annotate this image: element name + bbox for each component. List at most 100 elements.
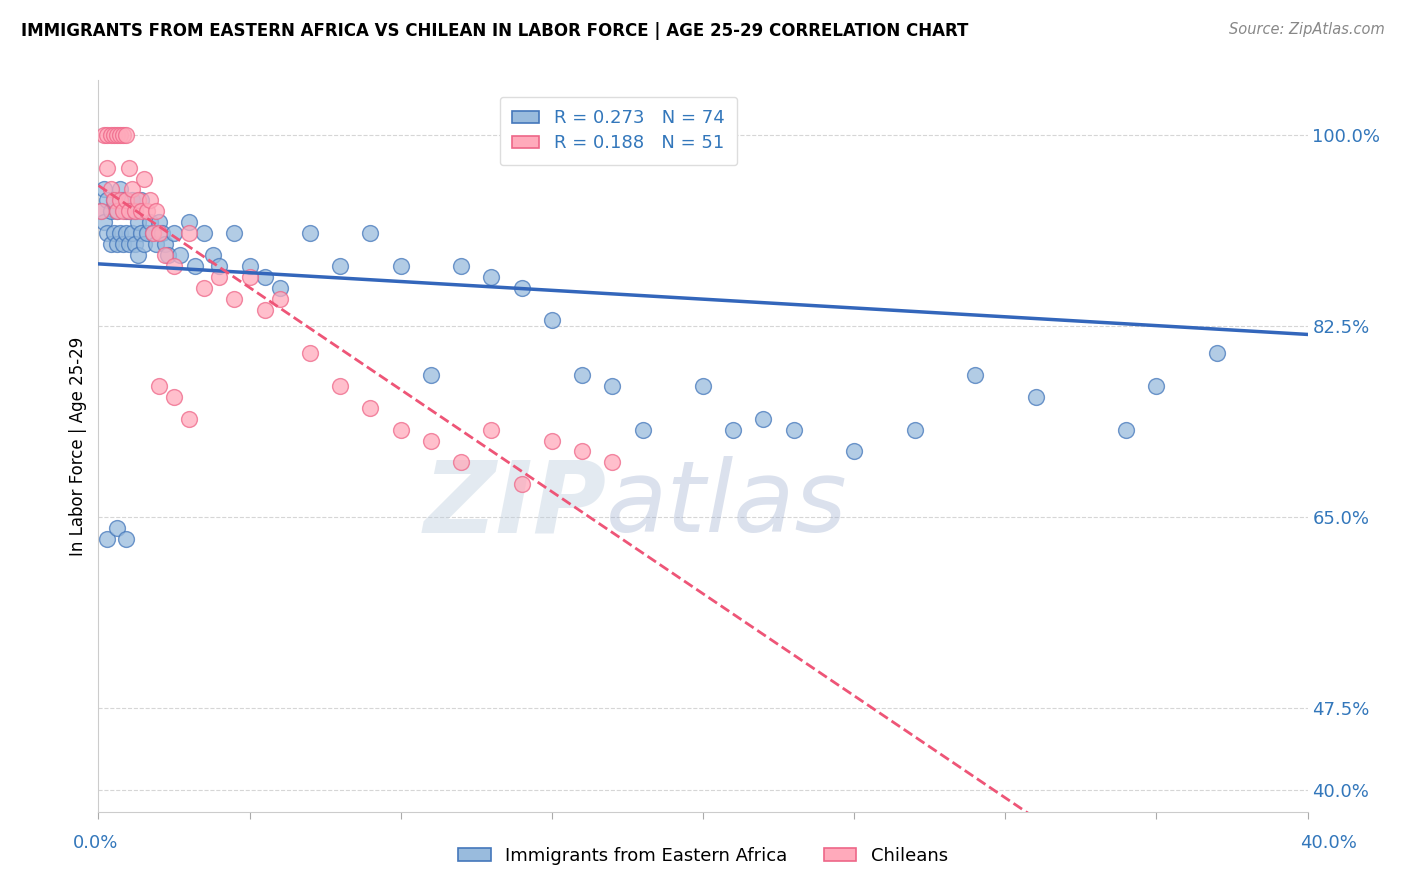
Point (540, 313, 562, 327)
Point (127, 215, 149, 229)
Point (96, 161, 118, 175)
Point (114, 194, 136, 208)
Point (844, 444, 866, 458)
Point (631, 423, 654, 437)
Point (118, 237, 141, 252)
Point (105, 521, 128, 535)
Point (103, 128, 125, 142)
Point (163, 259, 186, 273)
Point (124, 237, 146, 252)
Point (124, 204, 146, 219)
Point (193, 226, 215, 240)
Point (129, 204, 152, 219)
Text: 40.0%: 40.0% (1301, 834, 1357, 852)
Point (142, 226, 165, 240)
Point (239, 269, 262, 284)
Point (142, 226, 165, 240)
Point (153, 237, 176, 252)
Point (135, 226, 157, 240)
Point (163, 390, 186, 404)
Point (127, 248, 149, 262)
Point (450, 259, 472, 273)
Point (114, 204, 136, 219)
Point (105, 204, 128, 219)
Point (118, 161, 141, 175)
Point (571, 444, 593, 458)
Point (299, 346, 322, 360)
Point (253, 302, 276, 317)
Point (100, 204, 122, 219)
Point (904, 423, 927, 437)
Point (1024, 390, 1046, 404)
Point (150, 226, 173, 240)
Point (148, 226, 170, 240)
Point (145, 204, 167, 219)
Point (103, 226, 125, 240)
Point (93, 182, 115, 196)
Y-axis label: In Labor Force | Age 25-29: In Labor Force | Age 25-29 (69, 336, 87, 556)
Point (450, 455, 472, 469)
Point (111, 128, 134, 142)
Point (481, 423, 503, 437)
Point (179, 411, 201, 425)
Point (96, 194, 118, 208)
Point (121, 226, 143, 240)
Point (481, 269, 503, 284)
Point (153, 248, 176, 262)
Point (224, 226, 246, 240)
Text: Source: ZipAtlas.com: Source: ZipAtlas.com (1229, 22, 1385, 37)
Point (224, 292, 246, 306)
Point (121, 182, 143, 196)
Point (269, 281, 291, 295)
Point (692, 379, 714, 393)
Point (108, 182, 131, 196)
Point (510, 281, 533, 295)
Point (329, 379, 352, 393)
Point (105, 204, 128, 219)
Point (132, 171, 155, 186)
Point (108, 226, 131, 240)
Point (111, 237, 134, 252)
Point (602, 379, 624, 393)
Point (96, 226, 118, 240)
Point (602, 455, 624, 469)
Point (105, 237, 128, 252)
Text: ZIP: ZIP (423, 456, 606, 553)
Point (389, 259, 412, 273)
Text: 0.0%: 0.0% (73, 834, 118, 852)
Point (100, 237, 122, 252)
Point (179, 215, 201, 229)
Point (118, 204, 141, 219)
Point (114, 128, 136, 142)
Point (148, 379, 170, 393)
Point (103, 194, 125, 208)
Point (179, 226, 201, 240)
Point (111, 204, 134, 219)
Point (129, 194, 152, 208)
Point (1115, 423, 1137, 437)
Point (965, 368, 987, 382)
Point (90, 204, 112, 219)
Point (129, 226, 152, 240)
Point (420, 368, 443, 382)
Point (360, 226, 382, 240)
Point (121, 194, 143, 208)
Point (253, 269, 276, 284)
Point (208, 269, 231, 284)
Point (132, 237, 155, 252)
Point (299, 226, 322, 240)
Point (139, 194, 162, 208)
Point (108, 194, 131, 208)
Point (93, 215, 115, 229)
Point (752, 411, 775, 425)
Point (540, 434, 562, 448)
Point (1144, 379, 1167, 393)
Point (329, 259, 352, 273)
Point (108, 128, 131, 142)
Point (510, 477, 533, 491)
Point (103, 194, 125, 208)
Point (124, 204, 146, 219)
Point (114, 532, 136, 546)
Point (163, 226, 186, 240)
Point (145, 237, 167, 252)
